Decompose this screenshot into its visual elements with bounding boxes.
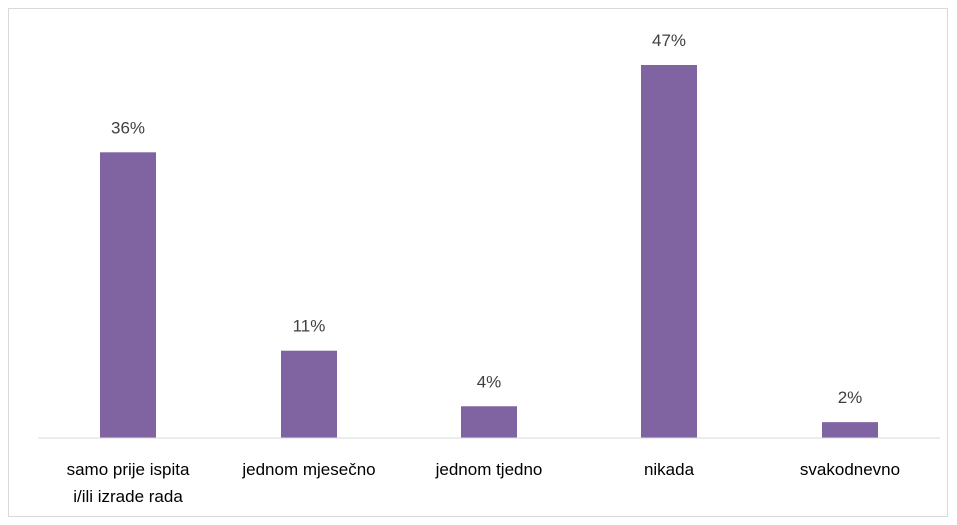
- category-label-line: svakodnevno: [800, 460, 900, 479]
- category-labels-group: samo prije ispita i/ili izrade rada jednom…: [67, 460, 901, 506]
- data-label-2: 11%: [293, 317, 326, 336]
- bar-1: [100, 152, 156, 439]
- category-label-5: svakodnevno: [800, 460, 900, 479]
- data-label-5: 2%: [838, 388, 863, 407]
- bar-5: [822, 422, 878, 438]
- category-label-3: jednom tjedno: [435, 460, 543, 479]
- category-label-line: i/ili izrade rada: [73, 487, 183, 506]
- bar-2: [281, 350, 337, 438]
- category-label-1: samo prije ispita i/ili izrade rada: [67, 460, 190, 506]
- category-label-line: jednom mjesečno: [241, 460, 375, 479]
- data-label-4: 47%: [652, 31, 686, 50]
- data-label-3: 4%: [477, 372, 502, 391]
- data-labels-group: 36% 11% 4% 47% 2%: [111, 31, 862, 407]
- category-label-line: nikada: [644, 460, 695, 479]
- bar-4: [641, 65, 697, 438]
- bars-group: [100, 65, 878, 439]
- category-label-2: jednom mjesečno: [241, 460, 375, 479]
- category-label-line: jednom tjedno: [435, 460, 543, 479]
- bar-3: [461, 406, 517, 438]
- category-label-4: nikada: [644, 460, 695, 479]
- category-label-line: samo prije ispita: [67, 460, 190, 479]
- data-label-1: 36%: [111, 118, 145, 137]
